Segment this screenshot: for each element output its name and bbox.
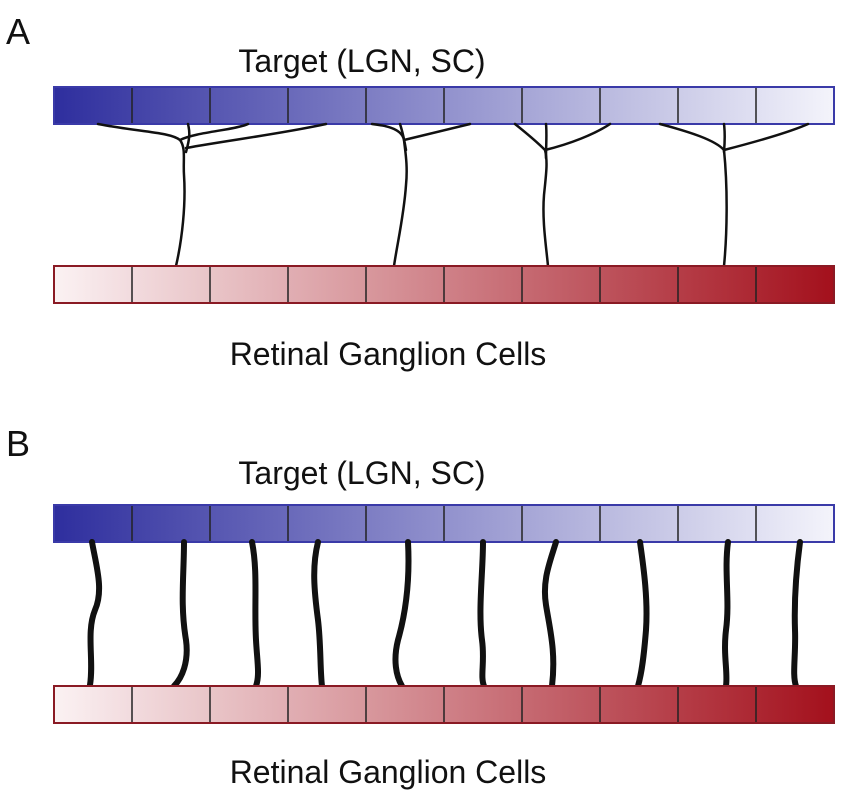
rgc-cell: [366, 686, 444, 723]
axon-a1-branch: [184, 122, 328, 150]
target-frame: [53, 504, 835, 543]
axon-a4-branch: [722, 122, 726, 154]
panel-b-rgc-label: Retinal Ganglion Cells: [230, 754, 547, 790]
target-cell: [366, 87, 444, 124]
rgc-cell: [678, 686, 756, 723]
target-cell: [366, 505, 444, 542]
target-cell: [600, 87, 678, 124]
axon-b4: [311, 539, 325, 689]
panel-b: B Target (LGN, SC) Retinal Ganglion Cell…: [6, 423, 835, 790]
panel-a-target-row: [53, 86, 835, 125]
axon-a1-branch: [184, 122, 191, 154]
rgc-cell: [522, 266, 600, 303]
target-cell: [132, 505, 210, 542]
rgc-cell: [132, 686, 210, 723]
axon-a4-branch: [722, 122, 810, 152]
rgc-cell: [288, 266, 366, 303]
axon-b7: [541, 539, 559, 689]
target-cell: [522, 505, 600, 542]
target-cell: [678, 87, 756, 124]
target-cell: [210, 87, 288, 124]
rgc-cell: [54, 686, 132, 723]
axon-a3: [513, 122, 550, 268]
panel-a-letter: A: [6, 11, 30, 52]
axon-a3-branch: [543, 122, 612, 152]
panel-b-target-label: Target (LGN, SC): [238, 455, 485, 491]
panel-a-rgc-label: Retinal Ganglion Cells: [230, 336, 547, 372]
target-cell: [132, 87, 210, 124]
target-cell: [678, 505, 756, 542]
panel-a-axons: [96, 122, 810, 268]
axon-a1-branch: [178, 122, 250, 142]
axon-b2: [171, 539, 190, 689]
target-cell: [600, 505, 678, 542]
target-cell: [444, 87, 522, 124]
panel-b-axons: [87, 539, 803, 689]
rgc-cell: [678, 266, 756, 303]
panel-a-target-label: Target (LGN, SC): [238, 43, 485, 79]
rgc-cell: [600, 266, 678, 303]
rgc-cell: [210, 686, 288, 723]
axon-a1: [96, 122, 186, 268]
target-cell: [54, 505, 132, 542]
target-cell: [288, 505, 366, 542]
axon-a2-branch: [398, 122, 408, 152]
target-cell: [444, 505, 522, 542]
axon-a2: [370, 122, 408, 268]
axon-b1: [87, 539, 103, 688]
rgc-cell: [600, 686, 678, 723]
rgc-cell: [132, 266, 210, 303]
rgc-cell: [288, 686, 366, 723]
panel-a-rgc-row: [53, 265, 835, 304]
rgc-frame: [53, 265, 835, 304]
rgc-cell: [54, 266, 132, 303]
rgc-cell: [210, 266, 288, 303]
panel-b-letter: B: [6, 423, 30, 464]
rgc-cell: [756, 686, 834, 723]
rgc-cell: [366, 266, 444, 303]
axon-b9: [722, 539, 731, 689]
axon-b3: [249, 539, 262, 689]
target-cell: [288, 87, 366, 124]
panel-b-target-row: [53, 504, 835, 543]
rgc-cell: [756, 266, 834, 303]
rgc-frame: [53, 685, 835, 724]
target-frame: [53, 86, 835, 125]
target-cell: [54, 87, 132, 124]
panel-a: A Target (LGN, SC) Retinal Ganglion Cell…: [6, 11, 835, 372]
axon-a2-branch: [402, 122, 472, 142]
target-cell: [210, 505, 288, 542]
panel-b-rgc-row: [53, 685, 835, 724]
axon-b8: [635, 539, 650, 689]
axon-b5: [392, 539, 412, 689]
axon-b10: [791, 539, 803, 689]
target-cell: [522, 87, 600, 124]
target-cell: [756, 87, 834, 124]
rgc-cell: [522, 686, 600, 723]
axon-a4: [658, 122, 728, 268]
axon-b6: [477, 539, 487, 689]
rgc-cell: [444, 266, 522, 303]
target-cell: [756, 505, 834, 542]
rgc-cell: [444, 686, 522, 723]
